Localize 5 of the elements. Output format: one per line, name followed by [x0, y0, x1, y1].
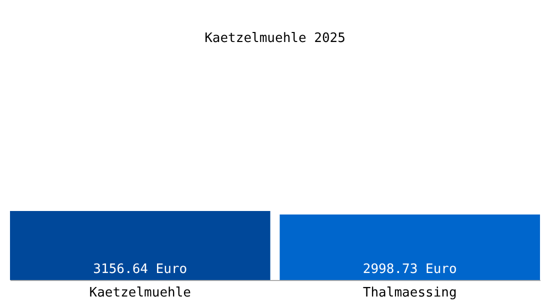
data-label: 2998.73 Euro [362, 262, 457, 277]
x-tick-label: Thalmaessing [362, 286, 457, 300]
x-tick-label: Kaetzelmuehle [89, 286, 192, 300]
data-label: 3156.64 Euro [93, 262, 188, 277]
chart-title: Kaetzelmuehle 2025 [204, 31, 346, 46]
